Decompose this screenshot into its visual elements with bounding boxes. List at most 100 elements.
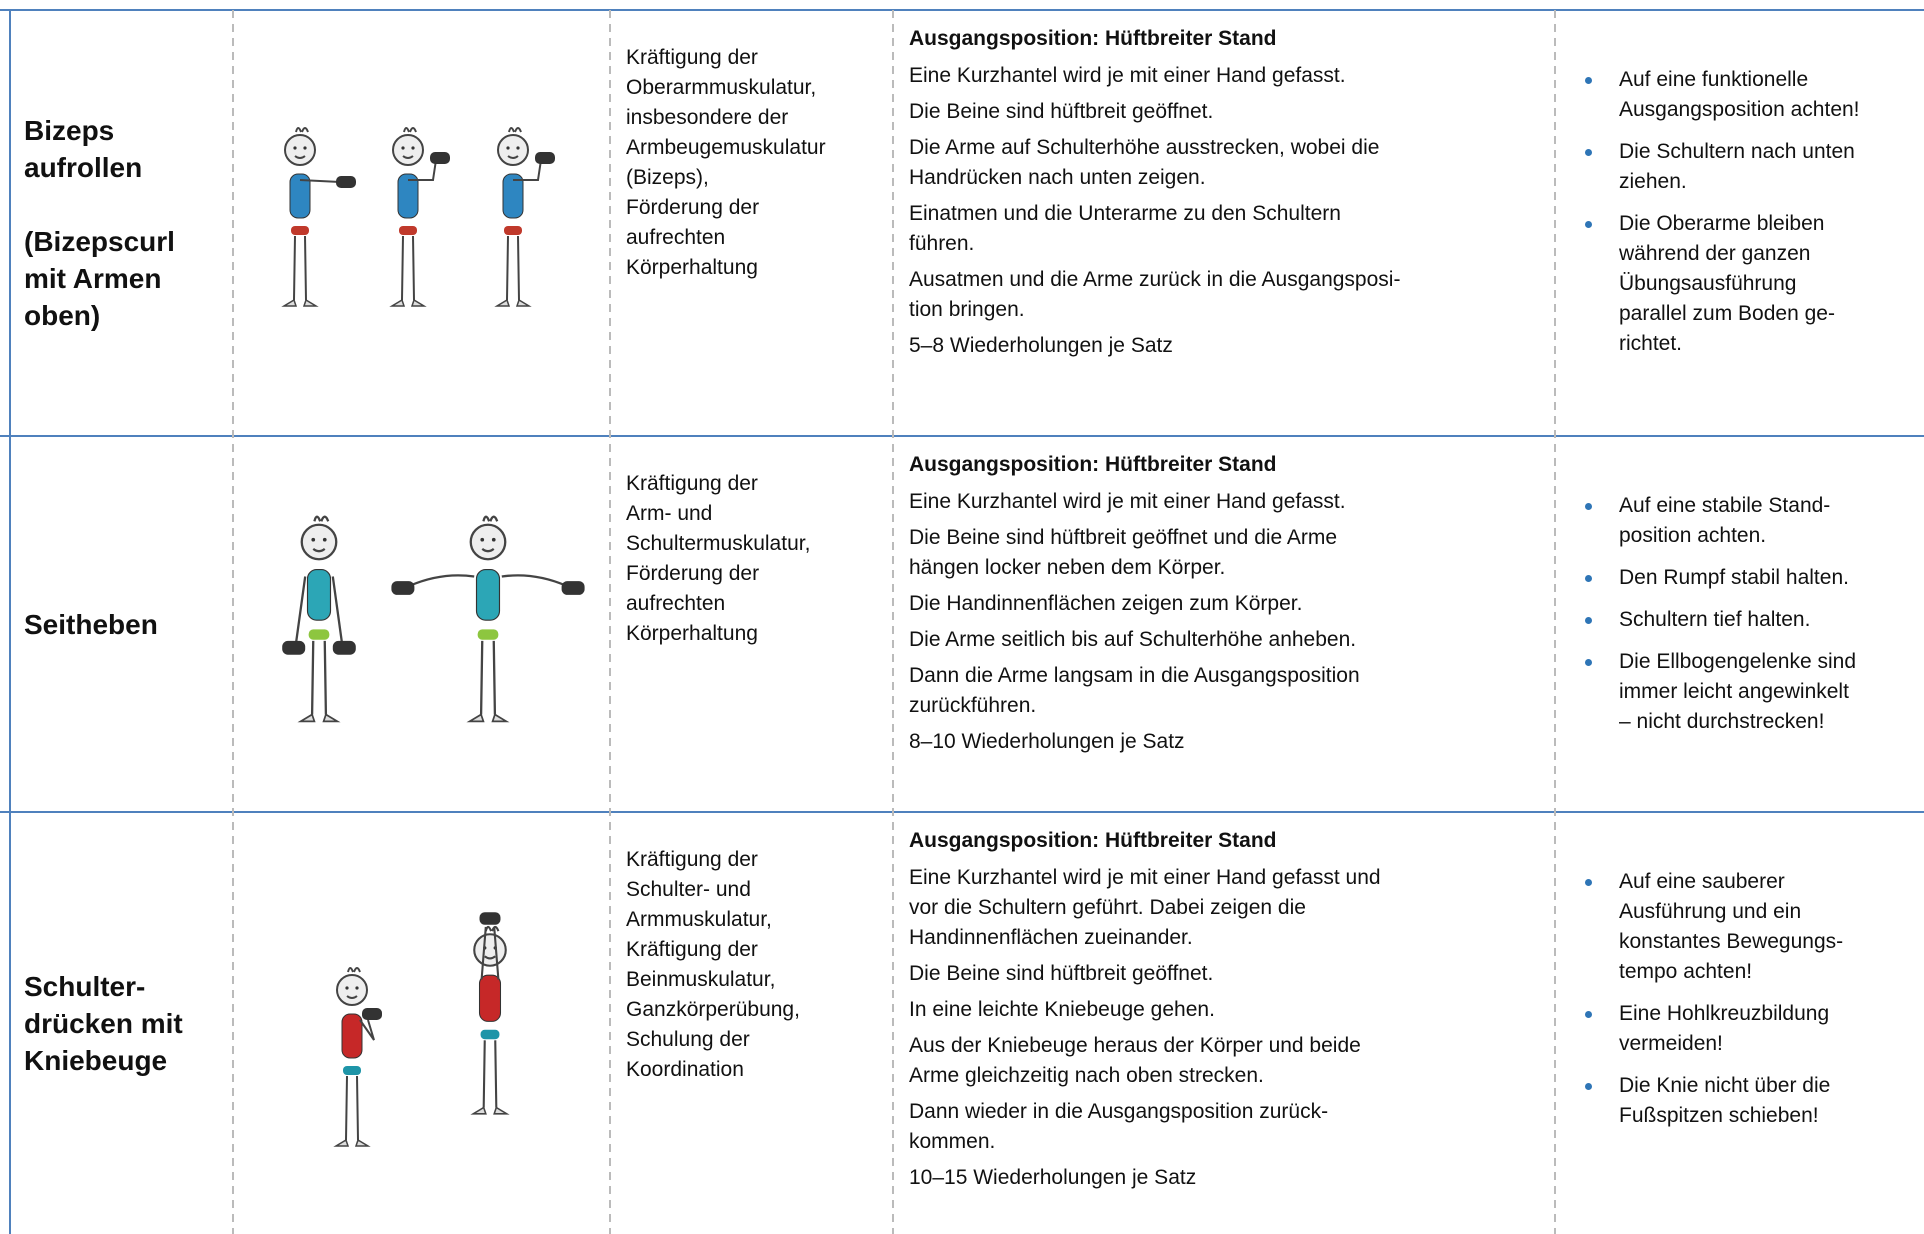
name-paragraph: Bizeps aufrollen [24,112,224,186]
instruction-line: Eine Kurzhantel wird je mit einer Hand g… [909,64,1346,87]
tip-line: Die Ellbogengelenke sind [1619,650,1856,673]
tip-line: Übungsausführung [1619,272,1797,295]
torso [478,974,502,1022]
instruction-line: 10–15 Wiederholungen je Satz [909,1166,1197,1189]
dumbbell [561,581,585,595]
instruction-step: 10–15 Wiederholungen je Satz [909,1163,1381,1193]
tip-item: Auf eine sauberer Ausführung und ein konst… [1555,867,1843,987]
instructions: Ausgangsposition: Hüftbreiter Stand Eine … [909,826,1381,1193]
eye [491,537,496,542]
mouth [402,155,414,159]
mouth [484,955,496,960]
instruction-line: Arme gleichzeitig nach oben strecken. [909,1064,1264,1087]
goal-line: insbesondere der [626,106,789,129]
instruction-step: Die Beine sind hüftbreit geöffnet. [909,959,1381,989]
goal-line: Kräftigung der [626,472,758,495]
torso [306,569,332,621]
hip [291,226,309,235]
instruction-line: Die Arme auf Schulterhöhe ausstrecken, w… [909,136,1380,159]
bullet [1585,503,1592,510]
arm [480,926,500,980]
instruction-step: Die Handinnenflächen zeigen zum Körper. [909,589,1360,619]
tip-line: Auf eine stabile Stand- [1619,494,1831,517]
hip [504,226,522,235]
eye [480,537,485,542]
hip [480,1029,500,1040]
tip-line: Die Knie nicht über die [1619,1074,1831,1097]
torso [397,173,419,219]
dumbbell [282,640,306,655]
tip-line: Schultern tief halten. [1619,608,1811,631]
tip-line: Auf eine sauberer [1619,870,1785,893]
instruction-step: Die Beine sind hüftbreit geöffnet. [909,97,1400,127]
bullet [1585,575,1592,582]
instruction-step: Die Arme auf Schulterhöhe ausstrecken, w… [909,133,1400,193]
instruction-line: Handinnenflächen zueinander. [909,926,1193,949]
bullet [1585,221,1592,228]
tip-line: ziehen. [1619,170,1687,193]
legs [310,640,328,715]
instructions-heading: Ausgangsposition: Hüftbreiter Stand [909,829,1277,852]
tip-line: immer leicht angewinkelt [1619,680,1849,703]
instruction-step: Die Beine sind hüftbreit geöffnet und di… [909,523,1360,583]
dumbbell [362,1008,382,1020]
hair [295,127,309,133]
name-line: Seitheben [24,608,158,640]
goal-line: Förderung der [626,196,760,219]
feet [389,298,427,307]
instruction-step: Ausatmen und die Arme zurück in die Ausg… [909,265,1400,325]
bullet [1585,149,1592,156]
instruction-line: Die Beine sind hüftbreit geöffnet. [909,962,1214,985]
tip-line: Den Rumpf stabil halten. [1619,566,1849,589]
instruction-step: Einatmen und die Unterarme zu den Schult… [909,199,1400,259]
instruction-line: Einatmen und die Unterarme zu den Schult… [909,202,1341,225]
instruction-step: 5–8 Wiederholungen je Satz [909,331,1400,361]
instruction-line: führen. [909,232,975,255]
hip [308,629,330,640]
bullet [1585,879,1592,886]
hair [313,515,330,522]
goal-line: Arm- und [626,502,713,525]
goal: Kräftigung der Schulter- und Armmuskulatur… [626,845,800,1085]
tip-item: Die Oberarme bleiben während der ganzen Üb… [1555,209,1860,359]
instruction-line: zurückführen. [909,694,1037,717]
mouth [294,155,306,159]
figure [281,127,356,307]
bullet [1585,1011,1592,1018]
head [469,523,507,561]
hair [484,925,500,932]
instruction-line: 5–8 Wiederholungen je Satz [909,334,1173,357]
dumbbell [332,640,356,655]
head [497,134,529,166]
instructions: Ausgangsposition: Hüftbreiter Stand Eine … [909,450,1360,757]
goal-line: Kräftigung der [626,46,758,69]
instruction-step: In eine leichte Kniebeuge gehen. [909,995,1381,1025]
instruction-line: Aus der Kniebeuge heraus der Körper und … [909,1034,1361,1057]
dumbbell [391,581,415,595]
tip-line: position achten. [1619,524,1767,547]
head [473,933,507,967]
instruction-line: Handrücken nach unten zeigen. [909,166,1206,189]
hip [399,226,417,235]
eye [401,146,405,150]
eye [322,537,327,542]
eye [303,146,307,150]
instruction-line: vor die Schultern geführt. Dabei zeigen … [909,896,1306,919]
name-paragraph: Seitheben [24,606,224,643]
dumbbell [535,152,555,164]
instruction-line: 8–10 Wiederholungen je Satz [909,730,1185,753]
exercise-name: Schulter-drücken mit Kniebeuge [24,812,224,1234]
instruction-step: Eine Kurzhantel wird je mit einer Hand g… [909,61,1400,91]
hair [508,127,522,133]
arm [513,159,542,181]
mouth [312,547,326,553]
tip-line: Die Schultern nach unten [1619,140,1855,163]
legs [345,1075,359,1141]
name-line: aufrollen [24,152,143,183]
tip-item: Die Ellbogengelenke sind immer leicht ang… [1555,647,1856,737]
instruction-line: tion bringen. [909,298,1025,321]
head [300,523,338,561]
goal-line: Beinmuskulatur, [626,968,776,991]
